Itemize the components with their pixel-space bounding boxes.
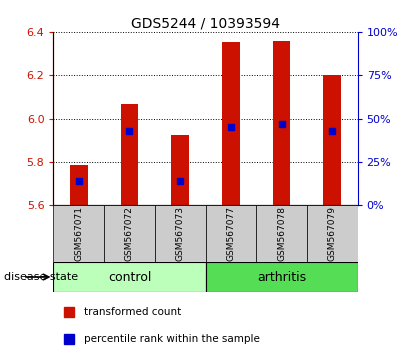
Bar (206, 262, 358, 292)
Bar (155, 205, 206, 262)
Text: GSM567071: GSM567071 (74, 206, 83, 261)
Text: transformed count: transformed count (84, 308, 181, 318)
Bar (171, 135, 189, 205)
Bar (206, 205, 256, 262)
Text: control: control (108, 270, 151, 284)
Bar (53, 205, 104, 262)
Bar (272, 41, 291, 205)
Bar (256, 205, 307, 262)
Bar (323, 75, 341, 205)
Bar (222, 42, 240, 205)
Text: GSM567079: GSM567079 (328, 206, 337, 261)
Bar (120, 104, 139, 205)
Text: percentile rank within the sample: percentile rank within the sample (84, 334, 260, 344)
Text: GSM567078: GSM567078 (277, 206, 286, 261)
Text: disease state: disease state (4, 272, 78, 282)
Text: GSM567072: GSM567072 (125, 206, 134, 261)
Bar (53, 262, 206, 292)
Title: GDS5244 / 10393594: GDS5244 / 10393594 (131, 17, 280, 31)
Text: arthritis: arthritis (257, 270, 306, 284)
Bar (104, 205, 155, 262)
Bar (307, 205, 358, 262)
Text: GSM567073: GSM567073 (175, 206, 185, 261)
Bar (70, 165, 88, 205)
Text: GSM567077: GSM567077 (226, 206, 236, 261)
